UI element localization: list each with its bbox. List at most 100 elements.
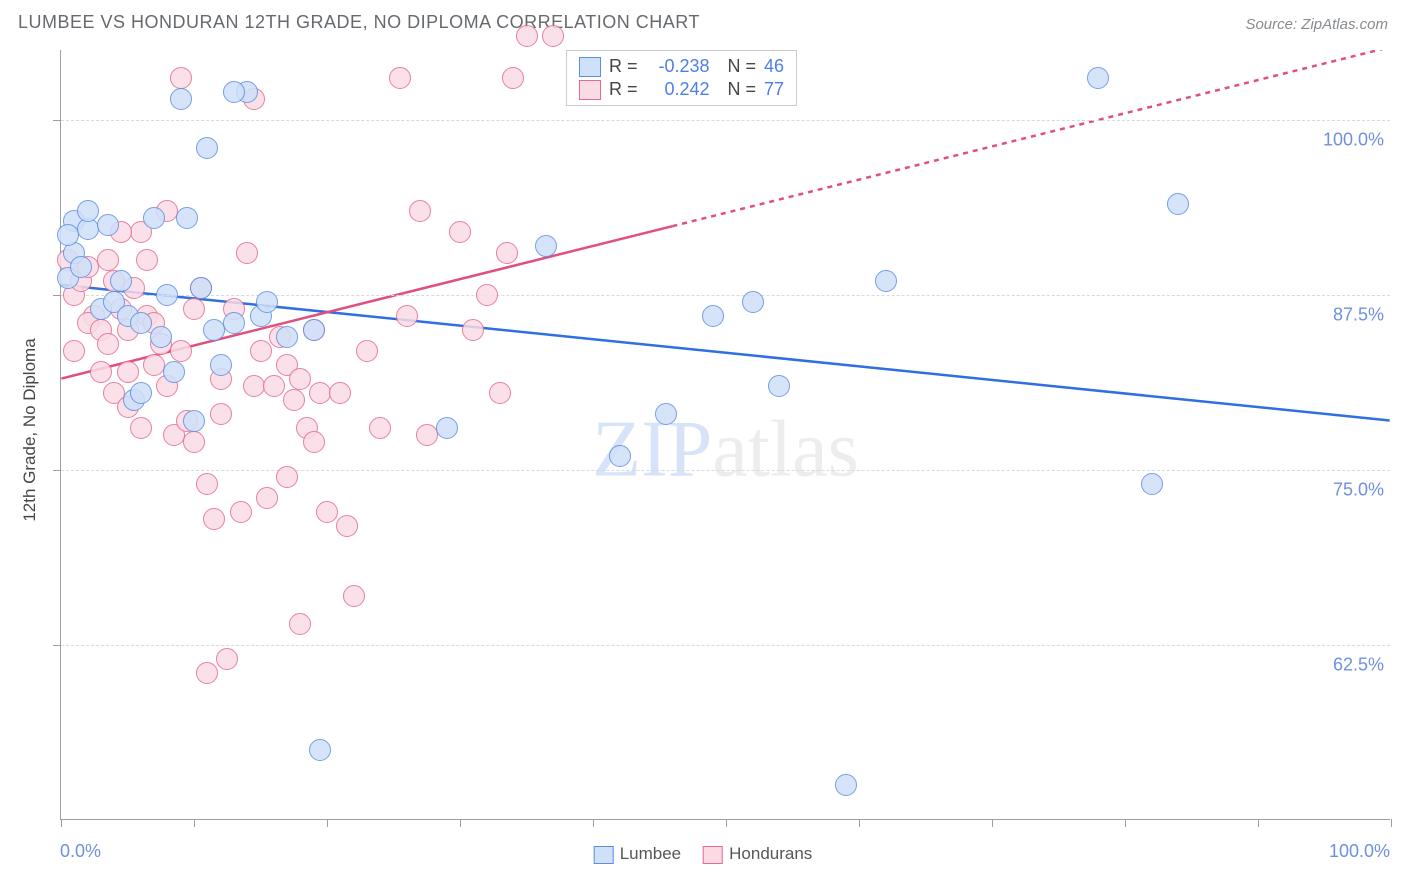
hondurans-point [97,333,119,355]
legend-swatch [594,846,614,864]
hondurans-point [449,221,471,243]
hondurans-point [489,382,511,404]
lumbee-point [535,235,557,257]
hondurans-point [369,417,391,439]
lumbee-point [875,270,897,292]
hondurans-point [356,340,378,362]
lumbee-point [655,403,677,425]
y-tick-label: 100.0% [1323,130,1384,151]
lumbee-point [183,410,205,432]
hondurans-point [309,382,331,404]
x-axis-min-label: 0.0% [60,841,101,862]
lumbee-point [835,774,857,796]
lumbee-point [609,445,631,467]
hondurans-point [516,25,538,47]
hondurans-point [90,361,112,383]
correlation-legend: R =-0.238N =46R =0.242N =77 [566,50,797,106]
lumbee-point [190,277,212,299]
hondurans-point [143,354,165,376]
lumbee-point [196,137,218,159]
hondurans-point [416,424,438,446]
lumbee-point [170,88,192,110]
hondurans-point [496,242,518,264]
hondurans-point [183,431,205,453]
lumbee-point [1167,193,1189,215]
chart-title: LUMBEE VS HONDURAN 12TH GRADE, NO DIPLOM… [18,12,700,33]
legend-item: Hondurans [703,844,812,864]
lumbee-point [176,207,198,229]
lumbee-point [256,291,278,313]
hondurans-point [329,382,351,404]
lumbee-point [143,207,165,229]
hondurans-point [276,466,298,488]
gridline [61,470,1390,471]
hondurans-point [170,340,192,362]
hondurans-point [203,508,225,530]
hondurans-point [196,473,218,495]
y-tick-label: 87.5% [1333,305,1384,326]
hondurans-point [216,648,238,670]
lumbee-point [110,270,132,292]
x-axis-max-label: 100.0% [1329,841,1390,862]
watermark: ZIPatlas [592,404,859,495]
lumbee-point [223,81,245,103]
hondurans-point [502,67,524,89]
hondurans-point [230,501,252,523]
hondurans-point [542,25,564,47]
lumbee-point [97,214,119,236]
lumbee-point [156,284,178,306]
hondurans-point [263,375,285,397]
lumbee-point [309,739,331,761]
series-legend: Lumbee Hondurans [594,844,813,864]
hondurans-point [170,67,192,89]
legend-swatch [703,846,723,864]
hondurans-point [136,249,158,271]
hondurans-point [183,298,205,320]
y-tick-label: 75.0% [1333,480,1384,501]
lumbee-point [163,361,185,383]
legend-row: R =0.242N =77 [567,78,796,101]
hondurans-point [97,249,119,271]
legend-item: Lumbee [594,844,681,864]
hondurans-point [476,284,498,306]
hondurans-point [256,487,278,509]
hondurans-point [316,501,338,523]
lumbee-point [276,326,298,348]
hondurans-point [130,417,152,439]
legend-row: R =-0.238N =46 [567,55,796,78]
hondurans-point [396,305,418,327]
source-label: Source: ZipAtlas.com [1245,16,1388,33]
hondurans-point [63,340,85,362]
gridline [61,645,1390,646]
legend-swatch [579,80,601,100]
hondurans-point [462,319,484,341]
lumbee-point [223,312,245,334]
lumbee-point [702,305,724,327]
hondurans-point [343,585,365,607]
hondurans-point [283,389,305,411]
lumbee-point [210,354,232,376]
hondurans-point [196,662,218,684]
lumbee-point [742,291,764,313]
hondurans-point [303,431,325,453]
lumbee-point [436,417,458,439]
hondurans-point [289,368,311,390]
y-axis-title: 12th Grade, No Diploma [20,338,40,521]
lumbee-point [130,312,152,334]
legend-swatch [579,57,601,77]
y-tick-label: 62.5% [1333,655,1384,676]
hondurans-point [236,242,258,264]
lumbee-point [768,375,790,397]
lumbee-point [203,319,225,341]
lumbee-point [70,256,92,278]
lumbee-point [303,319,325,341]
lumbee-point [77,200,99,222]
lumbee-point [1141,473,1163,495]
lumbee-point [1087,67,1109,89]
lumbee-point [57,224,79,246]
hondurans-point [336,515,358,537]
hondurans-point [250,340,272,362]
lumbee-point [150,326,172,348]
lumbee-point [130,382,152,404]
hondurans-point [389,67,411,89]
